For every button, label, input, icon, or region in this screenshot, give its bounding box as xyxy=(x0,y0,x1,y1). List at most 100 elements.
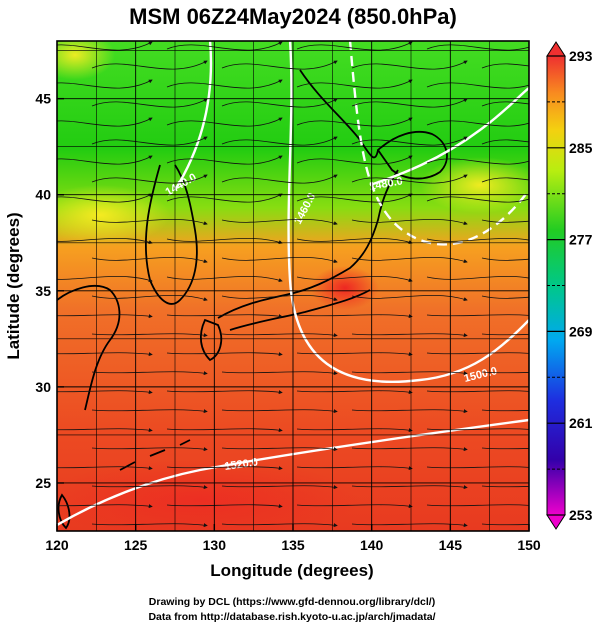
streamline xyxy=(426,237,529,242)
coast-taiwan xyxy=(57,493,71,530)
streamline xyxy=(481,219,529,223)
credit-data: Data from http://database.rish.kyoto-u.a… xyxy=(148,611,435,623)
streamline xyxy=(57,155,153,165)
streamline xyxy=(91,136,208,146)
streamline xyxy=(351,523,468,528)
streamline xyxy=(91,218,208,225)
streamline xyxy=(296,237,413,244)
y-tick-label: 45 xyxy=(35,91,51,107)
streamline xyxy=(426,352,529,355)
y-tick-label: 30 xyxy=(35,379,51,395)
streamline xyxy=(426,504,529,507)
credit-drawing: Drawing by DCL (https://www.gfd-dennou.o… xyxy=(149,596,435,608)
streamline xyxy=(351,98,468,108)
x-axis: 120 125 130 135 140 145 150 xyxy=(45,524,541,553)
streamline xyxy=(351,485,468,490)
streamline xyxy=(166,390,283,395)
streamline xyxy=(296,275,413,282)
streamline xyxy=(57,193,153,203)
streamline xyxy=(221,218,338,225)
wind-streamlines xyxy=(57,41,529,528)
streamline xyxy=(296,314,413,319)
x-tick-label: 120 xyxy=(45,537,69,553)
contour-1500 xyxy=(287,41,529,384)
streamline xyxy=(351,447,468,452)
streamline xyxy=(166,193,283,203)
streamline xyxy=(57,79,153,89)
streamline xyxy=(481,257,529,261)
streamline xyxy=(57,237,153,244)
streamline xyxy=(221,294,338,301)
streamline xyxy=(221,174,338,184)
streamline xyxy=(296,466,413,471)
streamline xyxy=(481,101,529,107)
streamline xyxy=(166,314,283,319)
streamline xyxy=(296,155,413,165)
x-axis-label: Longitude (degrees) xyxy=(210,561,373,580)
streamline xyxy=(91,523,208,528)
streamline xyxy=(91,447,208,452)
colorbar-ticks: 253 261 269 277 285 293 xyxy=(547,48,593,523)
streamline xyxy=(296,117,413,127)
yellow-band-east xyxy=(420,157,529,213)
streamline xyxy=(166,79,283,89)
streamline xyxy=(296,193,413,203)
y-axis: 25 30 35 40 45 xyxy=(35,91,64,491)
streamline xyxy=(296,504,413,509)
streamline xyxy=(221,136,338,146)
streamline xyxy=(426,428,529,431)
coast-korea xyxy=(144,164,198,305)
plot-area: 1520.0 1500.0 1480.0 1460.0 1440.0 xyxy=(57,41,529,531)
coast-kyushu xyxy=(199,318,223,362)
streamline xyxy=(481,177,529,183)
colorbar-bottom-arrow xyxy=(546,514,566,530)
streamline xyxy=(57,428,153,433)
streamline xyxy=(296,41,413,51)
streamline xyxy=(481,447,529,450)
streamline xyxy=(221,447,338,452)
streamline xyxy=(91,174,208,184)
streamline xyxy=(221,98,338,108)
streamline xyxy=(57,466,153,471)
streamline xyxy=(57,41,153,51)
streamline xyxy=(481,333,529,336)
y-axis-label: Latitude (degrees) xyxy=(4,212,23,359)
streamline xyxy=(166,466,283,471)
x-tick-label: 125 xyxy=(124,537,148,553)
coast-hokkaido xyxy=(376,130,448,180)
streamline xyxy=(481,409,529,412)
map-title: MSM 06Z24May2024 (850.0hPa) xyxy=(129,4,457,29)
streamline xyxy=(57,504,153,509)
streamline xyxy=(166,352,283,357)
streamline xyxy=(296,352,413,357)
streamline xyxy=(221,485,338,490)
x-tick-label: 150 xyxy=(517,537,541,553)
streamline xyxy=(351,371,468,376)
y-tick-label: 35 xyxy=(35,283,51,299)
streamline xyxy=(481,295,529,299)
streamline xyxy=(57,352,153,357)
colorbar: 253 261 269 277 285 293 xyxy=(546,41,593,530)
streamline xyxy=(57,390,153,395)
y-tick-label: 40 xyxy=(35,187,51,203)
streamline xyxy=(57,117,153,127)
streamline xyxy=(166,41,283,51)
streamline xyxy=(481,371,529,374)
colorbar-tick-label: 261 xyxy=(569,415,593,431)
streamline xyxy=(91,98,208,108)
streamline xyxy=(57,314,153,319)
coast-ryukyu xyxy=(119,439,191,471)
streamline xyxy=(166,117,283,127)
streamline xyxy=(91,485,208,490)
streamline xyxy=(91,294,208,301)
streamline xyxy=(221,333,338,338)
colorbar-tick-label: 285 xyxy=(569,140,593,156)
streamline xyxy=(91,409,208,414)
x-tick-label: 135 xyxy=(281,537,305,553)
streamline xyxy=(91,60,208,70)
yellow-band-corner xyxy=(57,41,115,80)
streamline xyxy=(221,256,338,263)
streamline xyxy=(166,155,283,165)
streamline xyxy=(481,139,529,145)
streamline xyxy=(426,466,529,469)
